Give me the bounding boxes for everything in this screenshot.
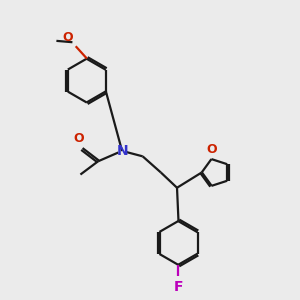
- Text: O: O: [62, 31, 73, 44]
- Text: O: O: [207, 142, 217, 156]
- Text: O: O: [73, 132, 84, 145]
- Text: F: F: [174, 280, 183, 294]
- Text: N: N: [116, 144, 128, 158]
